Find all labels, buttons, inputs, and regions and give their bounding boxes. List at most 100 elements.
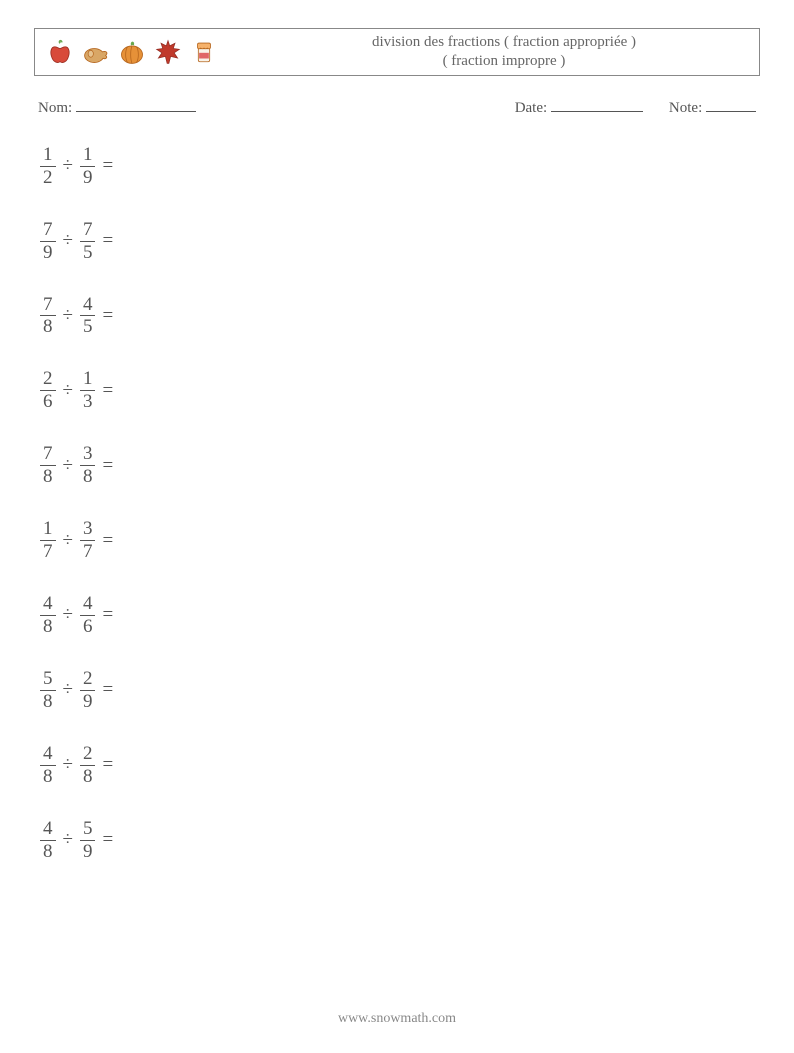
note-field: Note: — [669, 96, 756, 117]
problem-row: 78÷38= — [40, 444, 760, 487]
maple-leaf-icon — [153, 37, 183, 67]
fraction-b: 75 — [80, 220, 96, 263]
jam-jar-icon — [189, 37, 219, 67]
fraction-b: 38 — [80, 444, 96, 487]
division-operator: ÷ — [63, 604, 73, 626]
division-operator: ÷ — [63, 679, 73, 701]
fraction-b: 28 — [80, 744, 96, 787]
fraction-b: 45 — [80, 295, 96, 338]
title-line-1: division des fractions ( fraction approp… — [259, 33, 749, 52]
problem-row: 58 ÷ 29 = — [40, 669, 760, 712]
division-operator: ÷ — [63, 754, 73, 776]
denominator: 6 — [80, 615, 96, 637]
fraction-b: 29 — [80, 669, 96, 712]
division-operator: ÷ — [63, 380, 73, 402]
meta-row: Nom: Date: Note: — [34, 96, 760, 117]
equals-sign: = — [102, 679, 113, 701]
apple-icon — [45, 37, 75, 67]
denominator: 9 — [80, 690, 96, 712]
turkey-icon — [81, 37, 111, 67]
denominator: 7 — [80, 540, 96, 562]
numerator: 4 — [80, 295, 96, 316]
title-line-2: ( fraction impropre ) — [259, 52, 749, 71]
problem-list: 12÷19=79÷75=78÷45=26÷13=78÷38=17÷37=48÷4… — [34, 145, 760, 862]
equals-sign: = — [102, 604, 113, 626]
denominator: 5 — [80, 315, 96, 337]
numerator: 7 — [80, 220, 96, 241]
problem-row: 26÷13= — [40, 369, 760, 412]
numerator: 4 — [40, 744, 56, 765]
fraction-a: 12 — [40, 145, 56, 188]
problem-row: 48÷28= — [40, 744, 760, 787]
fraction-a: 58 — [40, 669, 56, 712]
footer-link[interactable]: www.snowmath.com — [0, 1011, 794, 1027]
fraction-b: 19 — [80, 145, 96, 188]
fraction-a: 78 — [40, 444, 56, 487]
equals-sign: = — [102, 155, 113, 177]
equals-sign: = — [102, 455, 113, 477]
numerator: 2 — [80, 744, 96, 765]
pumpkin-icon — [117, 37, 147, 67]
denominator: 9 — [80, 166, 96, 188]
division-operator: ÷ — [63, 155, 73, 177]
fraction-a: 79 — [40, 220, 56, 263]
numerator: 2 — [40, 369, 56, 390]
fraction-b: 46 — [80, 594, 96, 637]
problem-row: 17÷37= — [40, 519, 760, 562]
numerator: 3 — [80, 519, 96, 540]
numerator: 4 — [40, 819, 56, 840]
denominator: 2 — [40, 166, 56, 188]
denominator: 8 — [40, 690, 56, 712]
denominator: 8 — [40, 840, 56, 862]
name-label: Nom: — [38, 100, 72, 116]
worksheet-title: division des fractions ( fraction approp… — [219, 33, 749, 71]
equals-sign: = — [102, 305, 113, 327]
denominator: 7 — [40, 540, 56, 562]
equals-sign: = — [102, 230, 113, 252]
fraction-a: 48 — [40, 744, 56, 787]
problem-row: 48÷59= — [40, 819, 760, 862]
numerator: 1 — [40, 145, 56, 166]
numerator: 7 — [40, 295, 56, 316]
denominator: 5 — [80, 241, 96, 263]
fraction-a: 17 — [40, 519, 56, 562]
denominator: 8 — [80, 765, 96, 787]
division-operator: ÷ — [63, 230, 73, 252]
numerator: 4 — [40, 594, 56, 615]
fraction-b: 59 — [80, 819, 96, 862]
note-label: Note: — [669, 100, 702, 116]
denominator: 8 — [40, 315, 56, 337]
worksheet-page: division des fractions ( fraction approp… — [0, 0, 794, 862]
division-operator: ÷ — [63, 829, 73, 851]
numerator: 1 — [80, 369, 96, 390]
name-blank[interactable] — [76, 96, 196, 112]
note-blank[interactable] — [706, 96, 756, 112]
denominator: 8 — [40, 465, 56, 487]
fraction-b: 13 — [80, 369, 96, 412]
division-operator: ÷ — [63, 530, 73, 552]
equals-sign: = — [102, 754, 113, 776]
fraction-a: 48 — [40, 819, 56, 862]
denominator: 8 — [40, 615, 56, 637]
division-operator: ÷ — [63, 305, 73, 327]
date-field: Date: — [515, 96, 643, 117]
fraction-a: 48 — [40, 594, 56, 637]
numerator: 1 — [80, 145, 96, 166]
date-blank[interactable] — [551, 96, 643, 112]
problem-row: 78 ÷ 45 = — [40, 295, 760, 338]
header-box: division des fractions ( fraction approp… — [34, 28, 760, 76]
numerator: 2 — [80, 669, 96, 690]
problem-row: 48÷46= — [40, 594, 760, 637]
denominator: 9 — [40, 241, 56, 263]
problem-row: 79÷75= — [40, 220, 760, 263]
date-label: Date: — [515, 100, 547, 116]
numerator: 5 — [80, 819, 96, 840]
numerator: 3 — [80, 444, 96, 465]
numerator: 7 — [40, 220, 56, 241]
numerator: 1 — [40, 519, 56, 540]
denominator: 9 — [80, 840, 96, 862]
fraction-a: 78 — [40, 295, 56, 338]
equals-sign: = — [102, 380, 113, 402]
name-field: Nom: — [38, 96, 515, 117]
denominator: 8 — [40, 765, 56, 787]
